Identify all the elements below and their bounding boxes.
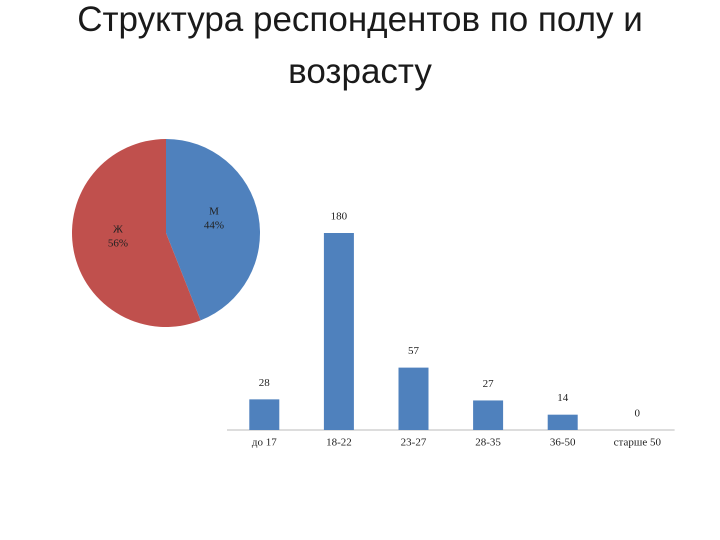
x-tick-label: старше 50	[614, 437, 662, 449]
x-tick-label: до 17	[252, 437, 277, 449]
slice-label: М	[209, 205, 219, 217]
bar	[547, 414, 578, 430]
x-tick-label: 18-22	[326, 437, 352, 449]
bar	[249, 399, 280, 430]
slice-label: Ж	[113, 224, 123, 236]
slide-title: Структура респондентов по полу и возраст…	[77, 0, 643, 91]
pie-slice	[166, 139, 260, 321]
x-tick-label: 23-27	[401, 437, 427, 449]
value-label: 27	[483, 378, 495, 390]
slice-value-label: 56%	[108, 238, 128, 250]
value-label: 180	[331, 211, 348, 223]
pie-slice	[71, 139, 201, 328]
value-label: 57	[408, 345, 420, 357]
bar	[323, 233, 354, 430]
slice-value-label: 44%	[204, 219, 224, 231]
value-label: 0	[635, 408, 641, 420]
x-tick-label: 28-35	[475, 437, 501, 449]
value-label: 14	[557, 392, 569, 404]
x-tick-label: 36-50	[550, 437, 576, 449]
bar	[473, 400, 504, 430]
bar	[398, 367, 429, 430]
value-label: 28	[259, 377, 271, 389]
